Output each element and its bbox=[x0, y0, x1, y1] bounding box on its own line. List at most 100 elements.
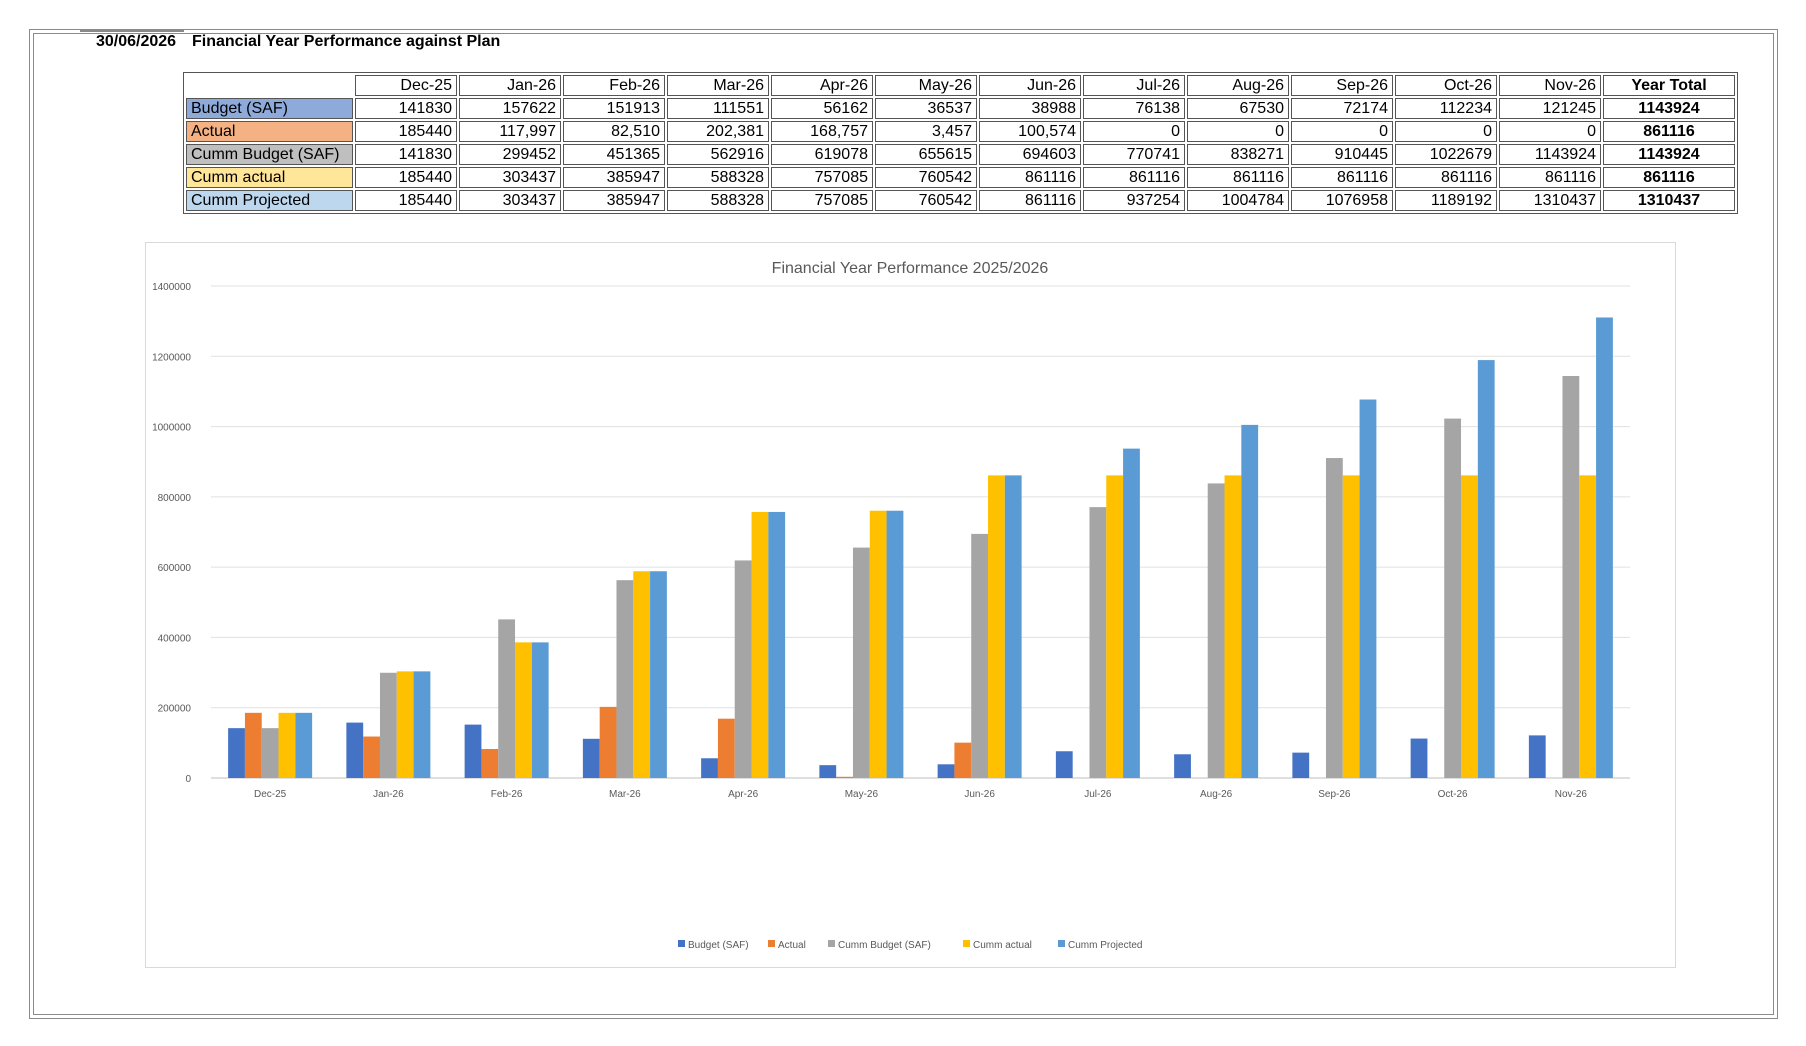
bar-cumm-actual bbox=[751, 511, 769, 778]
table-row: Cumm Projected 185440 303437 385947 588328 75… bbox=[186, 190, 1735, 211]
table-cell: 385947 bbox=[563, 190, 665, 211]
table-cell: 861116 bbox=[1499, 167, 1601, 188]
table-cell: 117,997 bbox=[459, 121, 561, 142]
table-cell: 757085 bbox=[771, 190, 873, 211]
bar-budget-saf- bbox=[582, 738, 600, 778]
bar-cumm-actual bbox=[633, 571, 651, 778]
y-tick-label: 1000000 bbox=[152, 423, 191, 434]
bar-cumm-actual bbox=[396, 671, 414, 778]
bar-cumm-actual bbox=[515, 642, 532, 778]
bar-budget-saf- bbox=[819, 765, 837, 778]
y-tick-label: 1200000 bbox=[152, 352, 191, 363]
column-header: Jan-26 bbox=[459, 75, 561, 96]
table-cell: 67530 bbox=[1187, 98, 1289, 119]
x-tick-label: Sep-26 bbox=[1318, 789, 1351, 800]
table-cell: 385947 bbox=[563, 167, 665, 188]
column-header: Mar-26 bbox=[667, 75, 769, 96]
column-header: Apr-26 bbox=[771, 75, 873, 96]
bar-cumm-budget-saf- bbox=[379, 672, 397, 778]
table-cell: 588328 bbox=[667, 167, 769, 188]
table-cell: 157622 bbox=[459, 98, 561, 119]
table-cell: 1189192 bbox=[1395, 190, 1497, 211]
year-total-cell: 861116 bbox=[1603, 167, 1735, 188]
table-cell: 168,757 bbox=[771, 121, 873, 142]
table-cell: 451365 bbox=[563, 144, 665, 165]
bar-budget-saf- bbox=[1528, 735, 1546, 778]
table-cell: 202,381 bbox=[667, 121, 769, 142]
table-cell: 861116 bbox=[1395, 167, 1497, 188]
performance-table: Dec-25 Jan-26 Feb-26 Mar-26 Apr-26 May-2… bbox=[183, 72, 1738, 214]
bar-actual bbox=[954, 742, 972, 778]
bar-actual bbox=[599, 706, 617, 778]
chart-container: Financial Year Performance 2025/2026 0 20… bbox=[145, 242, 1676, 968]
legend-swatch bbox=[963, 940, 970, 947]
bar-cumm-budget-saf- bbox=[852, 547, 870, 778]
table-cell: 185440 bbox=[355, 121, 457, 142]
bar-cumm-budget-saf- bbox=[1562, 375, 1580, 778]
table-cell: 0 bbox=[1187, 121, 1289, 142]
legend-swatch bbox=[768, 940, 775, 947]
column-header: Dec-25 bbox=[355, 75, 457, 96]
row-label: Cumm Budget (SAF) bbox=[186, 144, 353, 165]
row-label: Budget (SAF) bbox=[186, 98, 353, 119]
year-total-cell: 861116 bbox=[1603, 121, 1735, 142]
bar-cumm-budget-saf- bbox=[1207, 483, 1225, 778]
bar-budget-saf- bbox=[1292, 752, 1310, 778]
bar-cumm-budget-saf- bbox=[1444, 418, 1462, 778]
table-cell: 299452 bbox=[459, 144, 561, 165]
bar-cumm-budget-saf- bbox=[1325, 458, 1343, 778]
row-label: Cumm Projected bbox=[186, 190, 353, 211]
table-cell: 861116 bbox=[979, 190, 1081, 211]
legend-swatch bbox=[828, 940, 835, 947]
table-cell: 0 bbox=[1083, 121, 1185, 142]
chart-title: Financial Year Performance 2025/2026 bbox=[772, 260, 1049, 277]
bar-cumm-budget-saf- bbox=[1089, 507, 1107, 778]
table-row: Actual 185440 117,997 82,510 202,381 168,757 3… bbox=[186, 121, 1735, 142]
table-cell: 770741 bbox=[1083, 144, 1185, 165]
y-tick-label: 0 bbox=[185, 774, 191, 785]
bar-cumm-actual bbox=[278, 712, 296, 778]
bar-cumm-budget-saf- bbox=[498, 619, 516, 778]
column-header: Nov-26 bbox=[1499, 75, 1601, 96]
x-tick-label: Oct-26 bbox=[1438, 789, 1468, 800]
table-cell: 1022679 bbox=[1395, 144, 1497, 165]
column-header: Oct-26 bbox=[1395, 75, 1497, 96]
table-cell: 303437 bbox=[459, 190, 561, 211]
x-tick-label: Apr-26 bbox=[728, 789, 758, 800]
y-tick-label: 200000 bbox=[158, 704, 192, 715]
table-cell: 910445 bbox=[1291, 144, 1393, 165]
table-cell: 82,510 bbox=[563, 121, 665, 142]
table-cell: 56162 bbox=[771, 98, 873, 119]
table-cell: 303437 bbox=[459, 167, 561, 188]
table-cell: 72174 bbox=[1291, 98, 1393, 119]
bar-cumm-actual bbox=[1106, 475, 1124, 778]
bar-cumm-actual bbox=[1461, 475, 1478, 778]
legend-swatch bbox=[678, 940, 685, 947]
table-cell: 619078 bbox=[771, 144, 873, 165]
table-cell: 588328 bbox=[667, 190, 769, 211]
table-cell: 0 bbox=[1395, 121, 1497, 142]
bar-cumm-projected bbox=[1123, 448, 1140, 778]
bar-actual bbox=[363, 736, 380, 778]
bar-cumm-actual bbox=[869, 510, 887, 778]
x-tick-label: Jan-26 bbox=[373, 789, 404, 800]
table-cell: 111551 bbox=[667, 98, 769, 119]
bar-budget-saf- bbox=[464, 724, 482, 778]
report-title: Financial Year Performance against Plan bbox=[192, 33, 501, 50]
bar-budget-saf- bbox=[1410, 738, 1428, 778]
legend-label: Actual bbox=[778, 940, 806, 951]
bar-budget-saf- bbox=[937, 764, 955, 778]
bar-cumm-actual bbox=[988, 475, 1005, 778]
column-header: Jun-26 bbox=[979, 75, 1081, 96]
x-tick-label: Feb-26 bbox=[491, 789, 523, 800]
bar-cumm-actual bbox=[1342, 475, 1360, 778]
year-total-header: Year Total bbox=[1603, 75, 1735, 96]
table-cell: 151913 bbox=[563, 98, 665, 119]
x-tick-label: May-26 bbox=[845, 789, 879, 800]
bar-actual bbox=[717, 718, 735, 778]
report-date: 30/06/2026 bbox=[96, 33, 177, 50]
x-tick-label: Jul-26 bbox=[1084, 789, 1112, 800]
bar-cumm-budget-saf- bbox=[616, 580, 634, 778]
bar-cumm-projected bbox=[1596, 317, 1613, 778]
x-tick-label: Dec-25 bbox=[254, 789, 287, 800]
